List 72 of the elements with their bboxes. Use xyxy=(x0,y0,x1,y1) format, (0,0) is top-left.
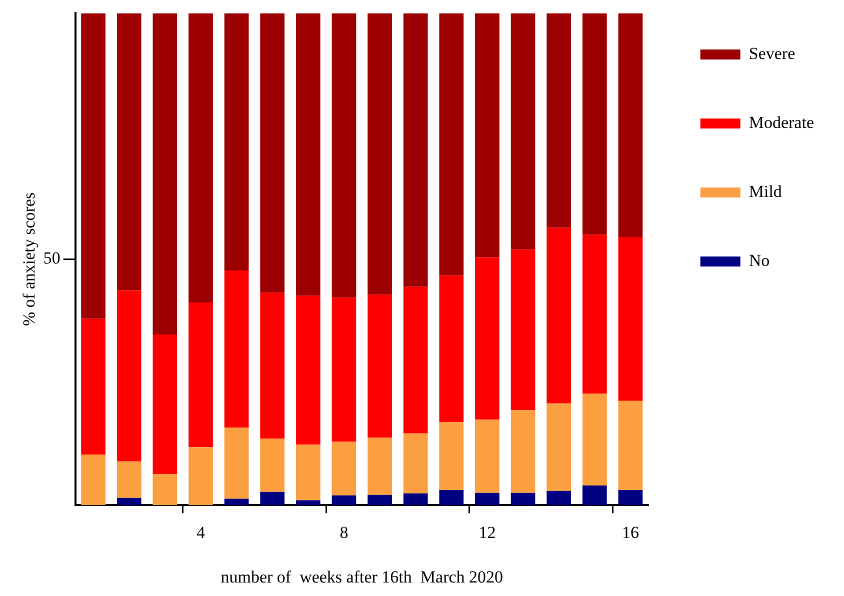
bar xyxy=(224,498,249,506)
bar xyxy=(188,13,213,302)
bar xyxy=(116,498,142,506)
x-axis-title: number of weeks after 16th March 2020 xyxy=(220,567,504,586)
bar xyxy=(188,447,213,506)
bar xyxy=(582,394,607,486)
bar xyxy=(81,454,106,506)
bar xyxy=(332,13,356,298)
bar xyxy=(618,13,643,238)
bar xyxy=(260,438,285,492)
bar xyxy=(332,442,356,496)
bar xyxy=(582,486,607,506)
y-tick-label: 50 xyxy=(43,248,60,268)
bar xyxy=(439,490,464,506)
bar xyxy=(260,13,285,293)
bar xyxy=(224,270,249,428)
bar xyxy=(618,237,643,401)
bar xyxy=(152,13,178,334)
bar xyxy=(618,400,643,490)
bar xyxy=(368,438,392,495)
bar xyxy=(296,296,320,445)
bar xyxy=(403,13,428,287)
bar xyxy=(260,492,285,506)
bar xyxy=(296,444,320,500)
bar xyxy=(475,13,500,258)
bar xyxy=(439,13,464,276)
bar xyxy=(368,294,392,438)
bar xyxy=(546,228,572,404)
bar xyxy=(546,490,572,506)
bar xyxy=(368,13,392,295)
bar xyxy=(475,420,500,493)
x-tick-label: 8 xyxy=(340,522,348,542)
bar xyxy=(510,249,536,410)
bar xyxy=(296,13,320,296)
bar xyxy=(152,474,178,506)
bar xyxy=(260,292,285,439)
bar xyxy=(152,334,178,474)
legend-label: No xyxy=(748,250,770,270)
bar xyxy=(510,492,536,506)
bar xyxy=(403,286,428,434)
bar xyxy=(582,234,607,394)
x-tick-label: 16 xyxy=(622,522,639,542)
legend-label: Mild xyxy=(748,182,782,201)
bar xyxy=(368,494,392,506)
x-tick-label: 12 xyxy=(478,522,496,542)
bar xyxy=(546,403,572,491)
bar xyxy=(510,13,536,250)
bar xyxy=(475,257,500,420)
bar xyxy=(224,13,249,271)
bar xyxy=(224,427,249,499)
bar xyxy=(116,290,142,462)
bar xyxy=(81,318,106,455)
bar xyxy=(116,13,142,290)
bar xyxy=(188,302,213,448)
bar xyxy=(510,410,536,493)
x-tick-label: 4 xyxy=(196,522,206,542)
bar xyxy=(296,500,320,506)
bar xyxy=(475,492,500,506)
bar xyxy=(546,13,572,228)
bar xyxy=(403,493,428,506)
bar xyxy=(439,422,464,490)
bar xyxy=(403,433,428,494)
legend-label: Severe xyxy=(748,44,796,63)
bar xyxy=(81,13,106,319)
bar xyxy=(332,298,356,442)
y-axis-title: % of anxiety scores xyxy=(20,192,39,326)
bar xyxy=(116,461,142,498)
bar xyxy=(582,13,607,235)
bar xyxy=(618,490,643,506)
bar xyxy=(332,495,356,506)
bar xyxy=(439,275,464,422)
legend-label: Moderate xyxy=(748,112,814,132)
